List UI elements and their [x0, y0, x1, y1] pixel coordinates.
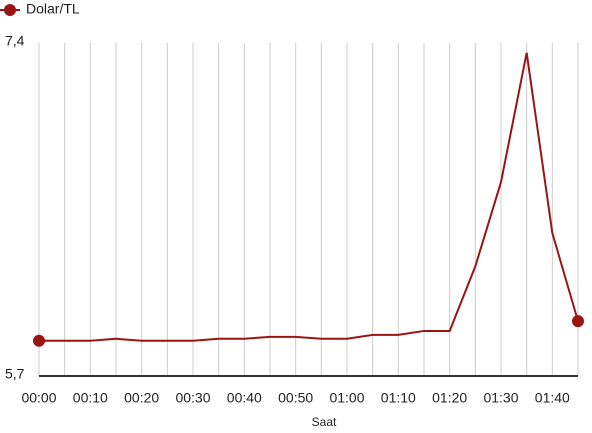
y-tick-label: 7,4	[5, 33, 25, 49]
series-line	[39, 52, 579, 342]
x-tick-label: 00:40	[227, 390, 262, 406]
x-tick-label: 01:00	[329, 390, 364, 406]
x-tick-label: 01:10	[381, 390, 416, 406]
x-tick-label: 00:20	[124, 390, 159, 406]
x-axis-title: Saat	[312, 415, 337, 429]
x-tick-label: 00:30	[175, 390, 210, 406]
y-tick-label: 5,7	[5, 366, 25, 382]
point-marker	[572, 315, 584, 328]
x-tick-label: 01:30	[483, 390, 518, 406]
point-marker	[33, 334, 45, 347]
x-tick-label: 00:10	[73, 390, 108, 406]
legend-label: Dolar/TL	[26, 1, 80, 17]
x-tick-label: 00:00	[21, 390, 56, 406]
x-tick-label: 01:20	[432, 390, 467, 406]
x-tick-label: 00:50	[278, 390, 313, 406]
legend-marker	[4, 4, 16, 16]
x-tick-label: 01:40	[535, 390, 570, 406]
